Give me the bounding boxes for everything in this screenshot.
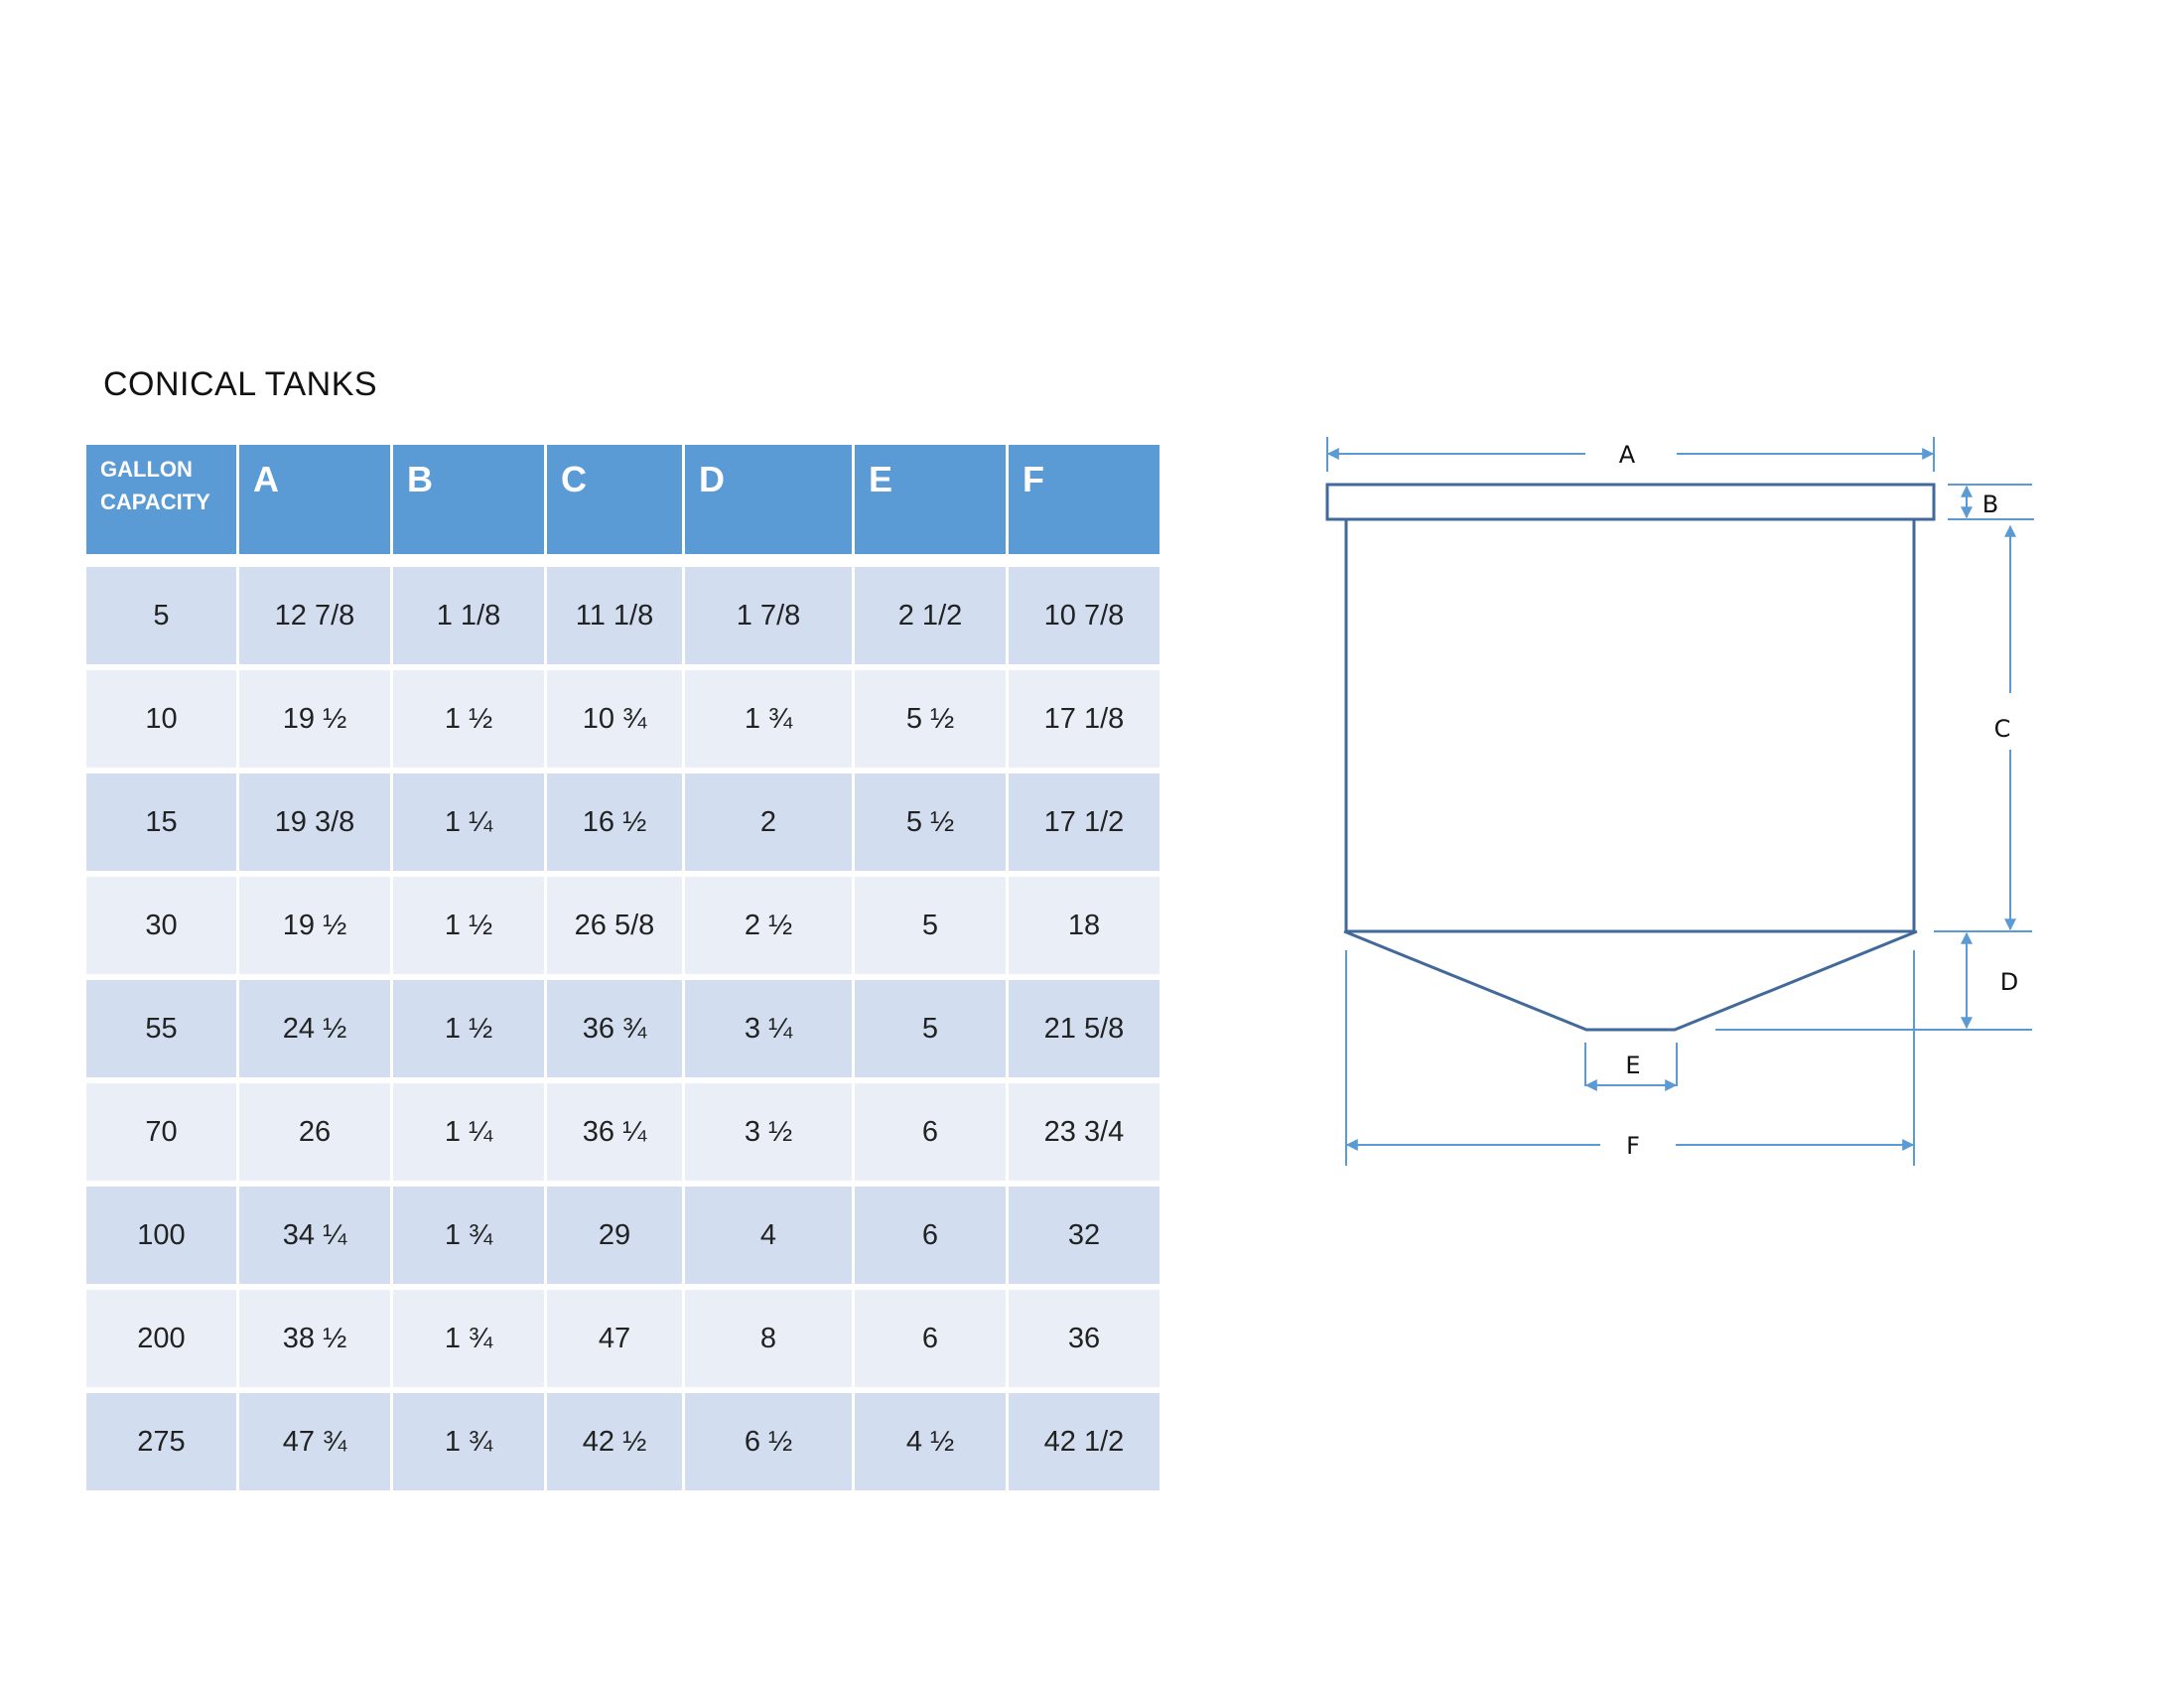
table-cell: 6: [855, 1187, 1006, 1284]
dimension-label-b: B: [1982, 491, 1998, 518]
table-cell: 6 ½: [685, 1393, 852, 1490]
dimension-label-d: D: [2000, 968, 2018, 996]
table-cell: 12 7/8: [239, 567, 390, 664]
table-cell-capacity: 15: [86, 774, 236, 871]
column-header-d: D: [685, 445, 852, 554]
table-cell: 8: [685, 1290, 852, 1387]
table-cell: 4: [685, 1187, 852, 1284]
table-cell: 26: [239, 1083, 390, 1181]
table-cell: 34 ¼: [239, 1187, 390, 1284]
table-cell: 47: [547, 1290, 682, 1387]
table-cell: 1 ¾: [393, 1290, 544, 1387]
table-cell: 1 ¼: [393, 1083, 544, 1181]
table-cell: 5 ½: [855, 670, 1006, 768]
tank-lid: [1325, 483, 1936, 521]
column-header-e: E: [855, 445, 1006, 554]
table-cell-capacity: 275: [86, 1393, 236, 1490]
table-cell: 1 ¾: [393, 1393, 544, 1490]
table-cell: 24 ½: [239, 980, 390, 1077]
dimension-label-c: C: [1994, 715, 2011, 743]
table-cell: 36 ¾: [547, 980, 682, 1077]
table-cell: 1 ½: [393, 980, 544, 1077]
table-cell: 1 ½: [393, 670, 544, 768]
column-header-f: F: [1009, 445, 1160, 554]
table-cell-capacity: 55: [86, 980, 236, 1077]
table-cell: 1 1/8: [393, 567, 544, 664]
table-cell: 5 ½: [855, 774, 1006, 871]
table-cell: 10 7/8: [1009, 567, 1160, 664]
table-cell: 23 3/4: [1009, 1083, 1160, 1181]
table-cell: 42 1/2: [1009, 1393, 1160, 1490]
table-cell: 42 ½: [547, 1393, 682, 1490]
table-cell-capacity: 100: [86, 1187, 236, 1284]
dimension-label-a: A: [1619, 441, 1636, 469]
table-cell: 17 1/8: [1009, 670, 1160, 768]
table-cell: 2: [685, 774, 852, 871]
table-cell: 10 ¾: [547, 670, 682, 768]
table-cell: 6: [855, 1290, 1006, 1387]
table-cell: 47 ¾: [239, 1393, 390, 1490]
column-header-a: A: [239, 445, 390, 554]
table-cell: 3 ½: [685, 1083, 852, 1181]
table-cell: 17 1/2: [1009, 774, 1160, 871]
table-cell: 1 ¼: [393, 774, 544, 871]
column-header-c: C: [547, 445, 682, 554]
dimension-lines: [1326, 437, 2034, 1166]
table-cell-capacity: 70: [86, 1083, 236, 1181]
table-cell: 1 ½: [393, 877, 544, 974]
table-cell-capacity: 30: [86, 877, 236, 974]
table-cell: 19 ½: [239, 670, 390, 768]
tank-cone: [1343, 929, 1918, 1032]
table-cell: 16 ½: [547, 774, 682, 871]
table-cell: 36: [1009, 1290, 1160, 1387]
table-cell: 19 3/8: [239, 774, 390, 871]
table-cell: 29: [547, 1187, 682, 1284]
table-cell-capacity: 10: [86, 670, 236, 768]
table-cell: 5: [855, 980, 1006, 1077]
table-cell: 32: [1009, 1187, 1160, 1284]
tank-body: [1344, 519, 1916, 933]
table-cell: 1 ¾: [685, 670, 852, 768]
column-header-b: B: [393, 445, 544, 554]
table-cell-capacity: 200: [86, 1290, 236, 1387]
table-cell: 1 7/8: [685, 567, 852, 664]
dimension-label-f: F: [1626, 1132, 1640, 1160]
table-cell: 19 ½: [239, 877, 390, 974]
table-cell: 1 ¾: [393, 1187, 544, 1284]
table-cell: 21 5/8: [1009, 980, 1160, 1077]
table-cell: 2 ½: [685, 877, 852, 974]
table-cell: 26 5/8: [547, 877, 682, 974]
table-cell: 3 ¼: [685, 980, 852, 1077]
dimension-label-e: E: [1625, 1052, 1640, 1079]
table-cell: 11 1/8: [547, 567, 682, 664]
table-cell: 6: [855, 1083, 1006, 1181]
table-cell: 4 ½: [855, 1393, 1006, 1490]
table-cell: 36 ¼: [547, 1083, 682, 1181]
column-header-gallon-capacity: GALLON CAPACITY: [86, 445, 236, 554]
page-title: CONICAL TANKS: [103, 365, 378, 403]
table-cell: 5: [855, 877, 1006, 974]
conical-tanks-table: GALLON CAPACITY A B C D E F 5 12 7/8 1 1/8 11 1/8 1…: [86, 445, 1160, 1490]
table-cell-capacity: 5: [86, 567, 236, 664]
tank-outline: [1325, 483, 1936, 1032]
table-cell: 2 1/2: [855, 567, 1006, 664]
table-cell: 38 ½: [239, 1290, 390, 1387]
table-cell: 18: [1009, 877, 1160, 974]
